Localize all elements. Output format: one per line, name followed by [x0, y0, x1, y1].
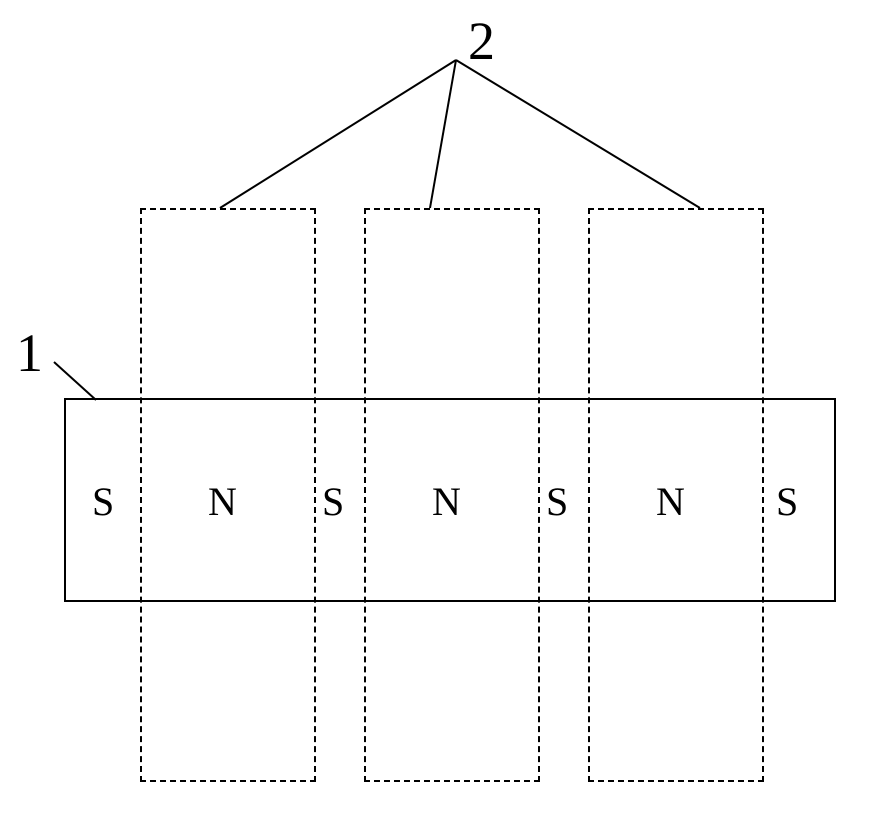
leader-2-0 — [220, 60, 456, 208]
diagram-canvas: { "canvas": { "width": 896, "height": 83… — [0, 0, 896, 836]
leader-2-1 — [430, 60, 456, 208]
pole-label-5: N — [656, 482, 685, 522]
pole-label-3: N — [432, 482, 461, 522]
callout-1: 1 — [16, 326, 43, 380]
leader-2-2 — [456, 60, 700, 208]
pole-label-6: S — [776, 482, 798, 522]
pole-label-0: S — [92, 482, 114, 522]
pole-label-4: S — [546, 482, 568, 522]
callout-2: 2 — [468, 14, 495, 68]
pole-label-2: S — [322, 482, 344, 522]
leader-1-0 — [54, 362, 96, 400]
pole-label-1: N — [208, 482, 237, 522]
